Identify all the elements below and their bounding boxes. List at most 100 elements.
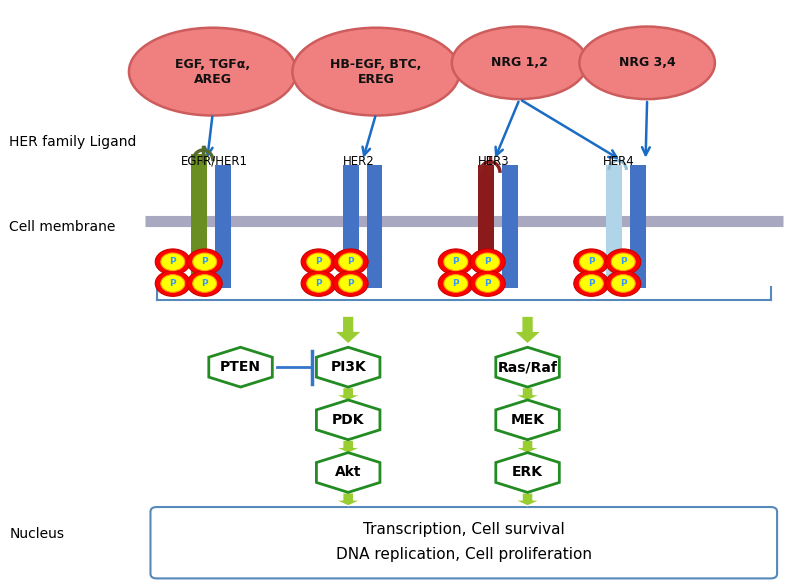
Circle shape [470,249,506,275]
Bar [630,165,646,221]
Bar [191,153,207,221]
Text: DNA replication, Cell proliferation: DNA replication, Cell proliferation [336,547,592,562]
Polygon shape [335,493,361,506]
Circle shape [306,253,330,270]
Bar [630,221,646,288]
Text: EGF, TGFα,
AREG: EGF, TGFα, AREG [175,58,250,86]
Polygon shape [514,316,541,344]
Bar [366,165,382,221]
Text: P: P [620,279,626,288]
Ellipse shape [292,28,460,115]
Text: P: P [484,279,491,288]
Text: ERK: ERK [512,466,543,479]
Text: Akt: Akt [335,466,362,479]
Bar [606,165,622,221]
Text: P: P [315,258,322,266]
Polygon shape [515,493,540,506]
Polygon shape [515,387,540,400]
Text: PDK: PDK [332,413,365,427]
Text: Nucleus: Nucleus [10,527,64,541]
Circle shape [444,275,468,292]
Circle shape [574,249,609,275]
Text: P: P [347,258,354,266]
Circle shape [579,275,603,292]
Bar [342,165,358,221]
Polygon shape [335,387,361,400]
Polygon shape [209,348,272,387]
Text: P: P [484,258,491,266]
Text: HER family Ligand: HER family Ligand [10,135,137,149]
Circle shape [611,275,635,292]
Bar [215,165,231,221]
Polygon shape [317,453,380,492]
Text: HER4: HER4 [603,155,635,168]
Circle shape [606,270,641,296]
Text: P: P [315,279,322,288]
Text: P: P [170,258,176,266]
Circle shape [187,270,222,296]
Bar [342,221,358,288]
Bar [502,221,518,288]
Text: HER2: HER2 [342,155,374,168]
Polygon shape [496,400,559,440]
Text: Transcription, Cell survival: Transcription, Cell survival [363,522,565,537]
Ellipse shape [579,26,715,99]
Bar [366,221,382,288]
Circle shape [193,253,217,270]
Text: P: P [347,279,354,288]
Circle shape [333,249,368,275]
Text: Cell membrane: Cell membrane [10,220,116,233]
Circle shape [606,249,641,275]
Polygon shape [334,316,362,344]
Polygon shape [496,453,559,492]
Circle shape [187,249,222,275]
Circle shape [301,270,336,296]
Circle shape [161,253,185,270]
Polygon shape [335,440,361,453]
Circle shape [579,253,603,270]
Bar [606,221,622,288]
Text: EGFR/HER1: EGFR/HER1 [181,155,248,168]
Text: PTEN: PTEN [220,360,261,374]
Polygon shape [317,400,380,440]
Text: P: P [170,279,176,288]
Ellipse shape [129,28,296,115]
Polygon shape [515,440,540,453]
Polygon shape [317,348,380,387]
Polygon shape [496,348,559,387]
Circle shape [444,253,468,270]
Circle shape [338,275,362,292]
Bar [191,221,207,279]
Circle shape [155,270,190,296]
Text: P: P [588,279,594,288]
Circle shape [470,270,506,296]
Circle shape [476,275,500,292]
Bar [478,165,494,221]
Bar [478,221,494,288]
Text: P: P [453,279,459,288]
Ellipse shape [452,26,587,99]
Text: NRG 3,4: NRG 3,4 [618,56,675,69]
Text: MEK: MEK [510,413,545,427]
Text: P: P [620,258,626,266]
Bar [502,165,518,221]
Circle shape [438,249,474,275]
Text: HB-EGF, BTC,
EREG: HB-EGF, BTC, EREG [330,58,422,86]
Circle shape [161,275,185,292]
Circle shape [611,253,635,270]
Text: P: P [588,258,594,266]
Circle shape [193,275,217,292]
Circle shape [338,253,362,270]
FancyBboxPatch shape [150,507,777,579]
Text: Ras/Raf: Ras/Raf [498,360,558,374]
Circle shape [301,249,336,275]
Text: P: P [202,258,208,266]
Text: P: P [453,258,459,266]
Circle shape [333,270,368,296]
Text: NRG 1,2: NRG 1,2 [491,56,548,69]
Text: P: P [202,279,208,288]
Circle shape [574,270,609,296]
Circle shape [306,275,330,292]
Text: PI3K: PI3K [330,360,366,374]
Circle shape [476,253,500,270]
